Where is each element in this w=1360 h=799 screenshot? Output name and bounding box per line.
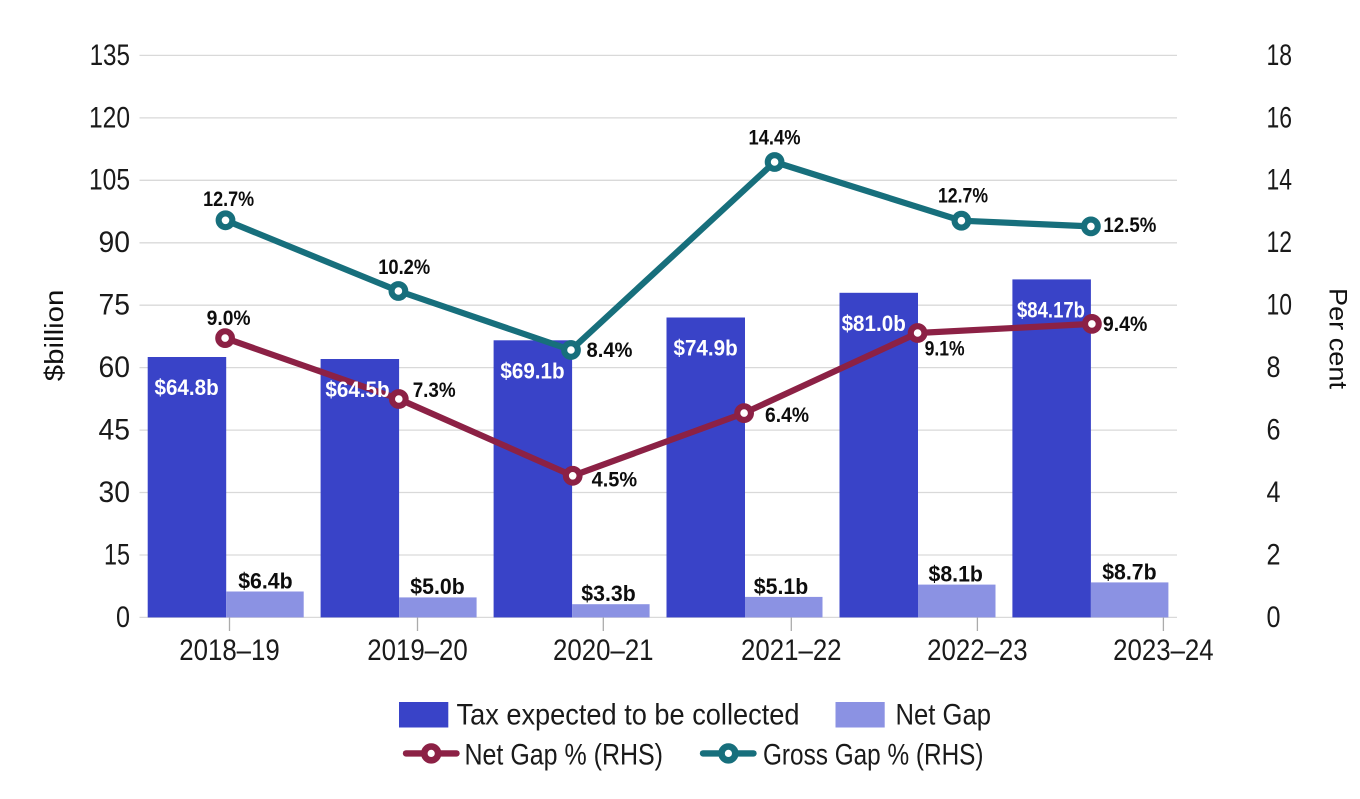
- svg-text:Gross Gap % (RHS): Gross Gap % (RHS): [763, 739, 984, 772]
- svg-text:120: 120: [89, 101, 130, 134]
- svg-text:$billion: $billion: [39, 290, 69, 382]
- svg-text:12.7%: 12.7%: [938, 185, 988, 208]
- svg-text:2023–24: 2023–24: [1113, 634, 1214, 667]
- svg-text:2021–22: 2021–22: [741, 634, 842, 667]
- svg-text:75: 75: [99, 289, 131, 322]
- svg-text:60: 60: [99, 351, 131, 384]
- svg-text:4: 4: [1267, 476, 1281, 509]
- svg-text:10.2%: 10.2%: [378, 256, 430, 279]
- svg-text:$5.1b: $5.1b: [754, 574, 808, 599]
- svg-text:$3.3b: $3.3b: [581, 581, 635, 606]
- svg-text:Net Gap % (RHS): Net Gap % (RHS): [465, 739, 664, 772]
- svg-text:0: 0: [116, 601, 130, 634]
- svg-text:16: 16: [1267, 101, 1293, 134]
- svg-text:$8.7b: $8.7b: [1102, 559, 1156, 584]
- svg-text:2019–20: 2019–20: [367, 634, 468, 667]
- svg-text:9.0%: 9.0%: [207, 307, 251, 330]
- svg-text:$6.4b: $6.4b: [238, 569, 292, 594]
- svg-text:Per cent: Per cent: [1324, 288, 1352, 389]
- svg-text:90: 90: [99, 226, 131, 259]
- svg-text:12.5%: 12.5%: [1103, 214, 1156, 237]
- svg-text:9.1%: 9.1%: [925, 338, 965, 361]
- svg-text:12.7%: 12.7%: [203, 188, 254, 211]
- svg-text:18: 18: [1267, 39, 1293, 72]
- svg-text:135: 135: [90, 39, 130, 72]
- svg-text:14.4%: 14.4%: [749, 127, 801, 150]
- svg-text:$74.9b: $74.9b: [674, 336, 738, 361]
- svg-text:$5.0b: $5.0b: [410, 574, 464, 599]
- svg-text:9.4%: 9.4%: [1103, 313, 1148, 336]
- svg-text:10: 10: [1267, 289, 1293, 322]
- svg-text:30: 30: [99, 476, 131, 509]
- svg-text:14: 14: [1267, 164, 1293, 197]
- svg-text:2022–23: 2022–23: [927, 634, 1028, 667]
- svg-text:2020–21: 2020–21: [553, 634, 654, 667]
- svg-text:$64.8b: $64.8b: [155, 375, 219, 400]
- svg-text:4.5%: 4.5%: [592, 468, 638, 491]
- svg-text:8.4%: 8.4%: [587, 339, 633, 362]
- svg-text:105: 105: [89, 164, 130, 197]
- svg-text:45: 45: [99, 414, 131, 447]
- svg-text:Net Gap: Net Gap: [896, 699, 992, 732]
- svg-text:2: 2: [1267, 538, 1281, 571]
- svg-text:0: 0: [1267, 601, 1281, 634]
- svg-text:15: 15: [104, 538, 130, 571]
- svg-text:6.4%: 6.4%: [765, 404, 809, 427]
- svg-text:7.3%: 7.3%: [413, 379, 456, 402]
- svg-text:$8.1b: $8.1b: [929, 562, 983, 587]
- svg-text:$81.0b: $81.0b: [842, 311, 906, 336]
- svg-text:$84.17b: $84.17b: [1017, 297, 1085, 322]
- svg-text:$69.1b: $69.1b: [500, 358, 564, 383]
- svg-text:8: 8: [1267, 351, 1281, 384]
- svg-text:6: 6: [1267, 414, 1281, 447]
- svg-text:12: 12: [1267, 226, 1293, 259]
- svg-text:2018–19: 2018–19: [179, 634, 280, 667]
- svg-text:$64.5b: $64.5b: [325, 377, 389, 402]
- svg-text:Tax expected to be collected: Tax expected to be collected: [457, 699, 800, 732]
